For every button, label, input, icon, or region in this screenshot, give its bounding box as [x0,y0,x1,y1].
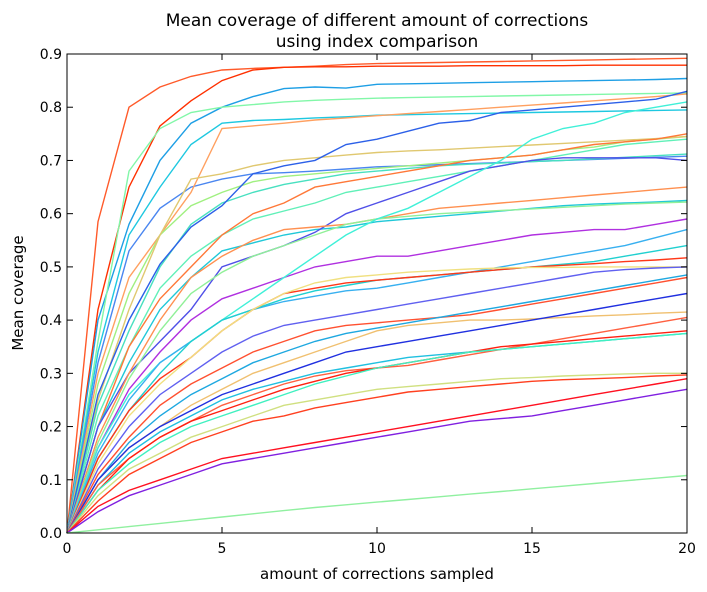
x-tick-label-5: 5 [218,541,227,557]
series-line-13 [66,133,688,534]
series-line-36 [66,388,688,534]
series-line-33 [66,372,687,534]
series-line-28 [66,292,688,534]
series-line-9 [66,135,688,534]
series-line-6 [66,155,688,534]
series-line-24 [66,266,688,534]
series-line-27 [66,311,688,534]
series-line-10 [66,153,688,534]
chart-title-line-2: using index comparison [276,32,479,52]
series-line-18 [66,218,688,534]
series-line-23 [66,266,687,534]
y-tick-label-5: 0.5 [40,260,62,276]
series-line-14 [66,199,688,534]
x-tick-label-10: 10 [368,541,386,557]
y-tick-label-6: 0.6 [40,207,62,223]
y-axis-label: Mean coverage [9,235,27,350]
series-line-7 [66,93,688,534]
series-line-35 [66,378,688,534]
series-line-34 [66,374,688,534]
y-tick-label-1: 0.1 [40,473,62,489]
series-line-3 [66,77,688,534]
y-tick-label-0: 0.0 [40,526,62,542]
y-tick-label-2: 0.2 [40,420,62,436]
axis-ticks: 0 5 10 15 20 0.0 0.1 0.2 0.3 0.4 0.5 0.6 0.7 0.8 0.9 [40,47,696,557]
series-line-16 [66,186,688,534]
series-line-37 [66,474,688,534]
series-line-12 [66,138,688,534]
series-line-1 [66,57,688,534]
series-line-8 [66,135,688,534]
y-tick-label-3: 0.3 [40,366,62,382]
x-tick-label-15: 15 [523,541,541,557]
x-tick-label-0: 0 [63,541,72,557]
y-tick-label-9: 0.9 [40,47,62,63]
plot-area-frame [66,53,688,534]
series-line-4 [66,92,688,534]
series-lines [66,57,688,534]
series-line-2 [66,64,687,534]
series-line-25 [66,276,688,534]
chart-title-line-1: Mean coverage of different amount of cor… [166,11,589,31]
series-line-22 [66,257,688,534]
series-line-32 [66,332,688,534]
y-tick-label-4: 0.4 [40,313,62,329]
series-line-20 [66,228,688,534]
y-tick-label-8: 0.8 [40,100,62,116]
y-tick-label-7: 0.7 [40,153,62,169]
x-tick-label-20: 20 [678,541,696,557]
series-line-26 [66,274,688,534]
x-axis-label: amount of corrections sampled [260,565,494,583]
series-line-11 [66,90,688,534]
series-line-15 [66,157,688,534]
series-line-30 [66,316,688,534]
